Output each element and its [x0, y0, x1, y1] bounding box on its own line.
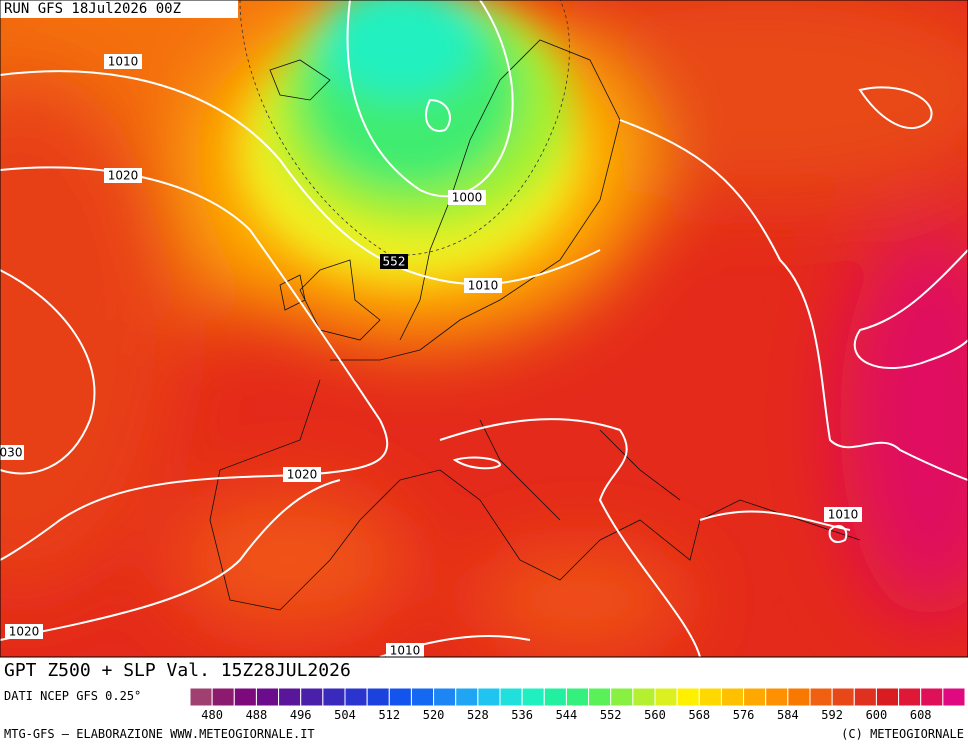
scale-label: 592 [821, 708, 843, 722]
credit: MTG-GFS – ELABORAZIONE WWW.METEOGIORNALE… [4, 727, 315, 741]
contour-label: 1020 [9, 625, 40, 639]
scale-label: 488 [246, 708, 268, 722]
scale-swatch [211, 687, 235, 707]
contour-label: 552 [383, 255, 406, 269]
scale-swatch [654, 687, 678, 707]
scale-swatch [565, 687, 590, 707]
contour-labels: 1010 1020 030 1000 552 1010 1020 1010 10… [0, 54, 862, 658]
scale-swatch [720, 687, 745, 707]
run-label: RUN GFS 18Jul2026 00Z [4, 1, 181, 17]
chart-title: GPT Z500 + SLP Val. 15Z28JUL2026 [4, 660, 351, 681]
scale-label: 480 [201, 708, 223, 722]
scale-swatch [388, 687, 412, 707]
scale-swatch [809, 687, 833, 707]
credit: (C) METEOGIORNALE [841, 727, 964, 741]
contour-label: 1010 [108, 55, 139, 69]
contour-label: 1020 [108, 169, 139, 183]
scale-label: 504 [334, 708, 356, 722]
scale-swatch [831, 687, 855, 707]
scale-swatch [455, 687, 479, 707]
scale-swatch [433, 687, 457, 707]
scale-swatch [233, 687, 257, 707]
scale-swatch [875, 687, 900, 707]
scale-swatch [588, 687, 612, 707]
scale-label: 552 [600, 708, 622, 722]
contour-label: 030 [0, 446, 22, 460]
scale-swatch [300, 687, 324, 707]
scale-label: 520 [423, 708, 445, 722]
scale-swatch [787, 687, 811, 707]
scale-swatch [189, 687, 213, 707]
scale-label: 576 [733, 708, 755, 722]
scale-swatch [920, 687, 944, 707]
scale-swatch [765, 687, 789, 707]
scale-swatch [499, 687, 523, 707]
color-scale: 480 488 496 504 512 520 528 536 544 552 560 568 576 5… [189, 687, 966, 722]
scale-swatch [278, 687, 302, 707]
scale-label: 560 [644, 708, 666, 722]
scale-swatch [676, 687, 700, 707]
scale-label: 544 [556, 708, 578, 722]
scale-swatch [477, 687, 501, 707]
contour-label: 1010 [468, 279, 499, 293]
scale-swatch [698, 687, 722, 707]
scale-swatch [942, 687, 966, 707]
scale-swatch [898, 687, 922, 707]
scale-swatch [366, 687, 390, 707]
scale-label: 496 [290, 708, 312, 722]
scale-swatch [410, 687, 435, 707]
scale-label: 528 [467, 708, 489, 722]
scale-label: 568 [688, 708, 710, 722]
scale-label: 512 [378, 708, 400, 722]
contour-label: 1020 [287, 468, 318, 482]
scale-swatch [255, 687, 280, 707]
scale-swatch [610, 687, 634, 707]
scale-swatch [344, 687, 368, 707]
scale-swatch [632, 687, 656, 707]
scale-swatch [521, 687, 545, 707]
contour-label: 1000 [452, 191, 483, 205]
contour-label: 1010 [390, 644, 421, 658]
scale-label: 608 [910, 708, 932, 722]
scale-label: 584 [777, 708, 799, 722]
contour-label: 1010 [828, 508, 859, 522]
scale-swatch [322, 687, 346, 707]
scale-label: 536 [511, 708, 533, 722]
scale-swatch [743, 687, 767, 707]
map-field [0, 0, 968, 657]
scale-swatch [853, 687, 877, 707]
source-label: DATI NCEP GFS 0.25° [4, 689, 141, 703]
scale-label: 600 [866, 708, 888, 722]
scale-swatch [543, 687, 567, 707]
